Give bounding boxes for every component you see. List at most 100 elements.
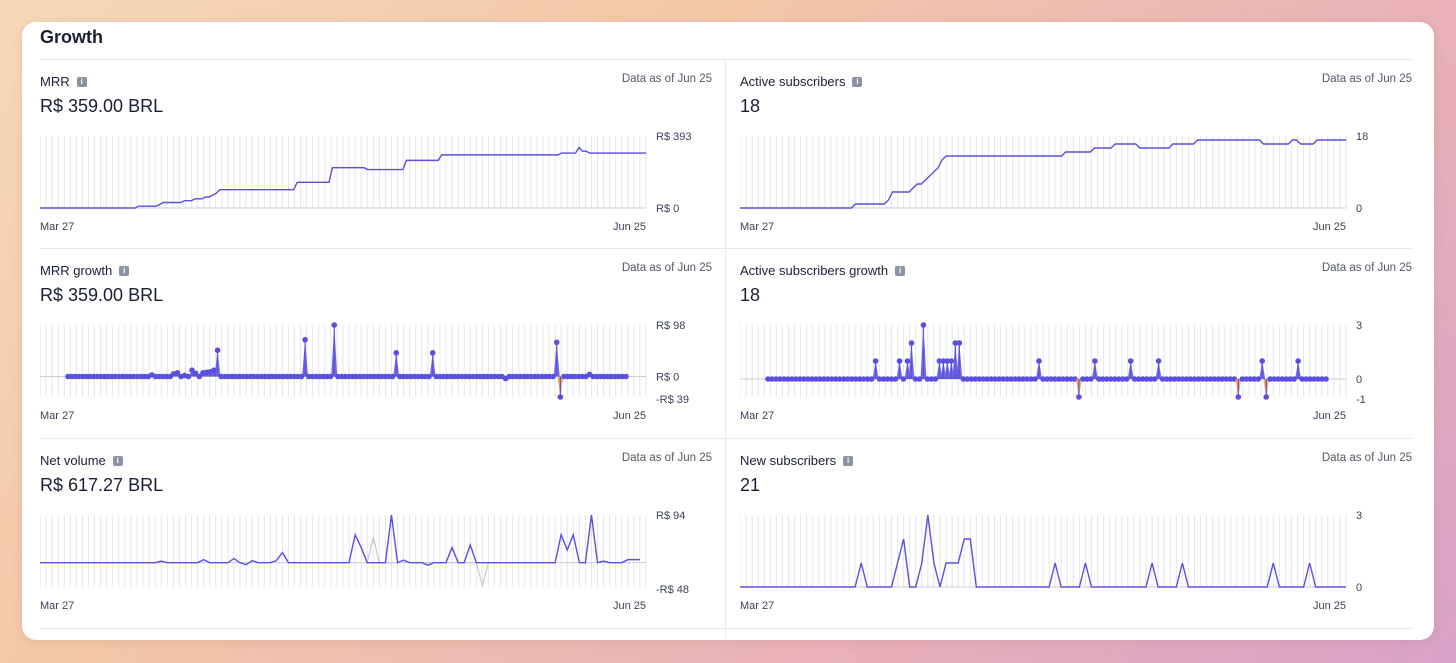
series-line xyxy=(40,514,640,566)
data-point xyxy=(789,376,795,382)
section-title: Growth xyxy=(40,27,103,47)
data-point xyxy=(864,376,871,382)
data-point xyxy=(557,394,564,400)
divider xyxy=(40,248,1412,249)
metric-label-row: Active subscribers growth i xyxy=(740,263,906,278)
y-tick-label: R$ 98 xyxy=(656,320,685,332)
info-icon[interactable]: i xyxy=(112,455,123,466)
data-point xyxy=(1279,376,1285,382)
info-icon[interactable]: i xyxy=(895,265,906,276)
data-point xyxy=(623,373,629,380)
data-point xyxy=(1036,358,1042,364)
data-point xyxy=(331,322,338,328)
data-point xyxy=(1028,376,1034,382)
data-point xyxy=(1323,376,1329,382)
data-point xyxy=(1060,376,1066,382)
data-point xyxy=(1219,376,1226,382)
data-point xyxy=(1183,376,1190,382)
info-icon[interactable]: i xyxy=(76,76,87,87)
data-point xyxy=(972,376,979,382)
metric-panel-mrr-growth[interactable]: MRR growth i Data as of Jun 25 R$ 359.00 BR… xyxy=(40,249,712,437)
data-point xyxy=(1267,376,1273,382)
data-point xyxy=(805,376,811,382)
data-point xyxy=(781,376,787,382)
series-line-previous xyxy=(366,537,490,588)
metric-label: Net volume xyxy=(40,453,106,468)
data-point xyxy=(1016,376,1022,382)
data-point xyxy=(836,376,843,382)
data-point xyxy=(968,376,975,382)
data-point xyxy=(1155,358,1162,364)
data-point xyxy=(956,340,963,346)
info-icon[interactable]: i xyxy=(852,76,863,87)
chart-new_subs: 3 0 Mar 27 Jun 25 xyxy=(740,510,1362,612)
data-point xyxy=(860,376,867,382)
data-point xyxy=(852,376,859,382)
data-point xyxy=(952,340,959,346)
data-point xyxy=(813,376,819,382)
data-point xyxy=(801,376,807,382)
chart-grid xyxy=(740,136,1347,208)
data-point xyxy=(1131,376,1138,382)
data-point xyxy=(1203,376,1210,382)
metric-panel-active-subscribers[interactable]: Active subscribers i Data as of Jun 25 18 18… xyxy=(740,60,1412,248)
data-point xyxy=(1092,358,1098,364)
chart-grid xyxy=(40,515,647,587)
data-point xyxy=(1303,376,1309,382)
data-point xyxy=(1115,376,1122,382)
data-point xyxy=(1103,376,1110,382)
data-point xyxy=(393,350,400,356)
data-point xyxy=(832,376,839,382)
metric-label-row: MRR growth i xyxy=(40,263,130,278)
data-point xyxy=(976,376,983,382)
metric-label-row: Active subscribers i xyxy=(740,74,863,89)
data-point xyxy=(948,358,955,364)
data-point xyxy=(1275,376,1281,382)
y-tick-label: 3 xyxy=(1356,510,1362,522)
chart-grid xyxy=(740,515,1347,587)
metric-label: Active subscribers growth xyxy=(740,263,889,278)
data-point xyxy=(1235,394,1242,400)
data-point xyxy=(1199,376,1206,382)
data-point xyxy=(1008,376,1014,382)
data-point xyxy=(1223,376,1230,382)
data-point xyxy=(824,376,831,382)
data-as-of: Data as of Jun 25 xyxy=(1321,452,1412,464)
data-point xyxy=(1179,376,1186,382)
data-point xyxy=(1024,376,1030,382)
metric-value: 18 xyxy=(740,285,761,305)
data-point xyxy=(1056,376,1062,382)
data-as-of: Data as of Jun 25 xyxy=(1321,262,1412,274)
data-point xyxy=(189,367,195,373)
data-point xyxy=(936,358,943,364)
data-as-of: Data as of Jun 25 xyxy=(621,73,712,85)
x-end-label: Jun 25 xyxy=(1313,600,1346,612)
data-point xyxy=(1187,376,1194,382)
data-point xyxy=(1080,376,1086,382)
metric-label: MRR xyxy=(40,74,70,89)
data-point xyxy=(940,358,947,364)
data-point xyxy=(1211,376,1218,382)
info-icon[interactable]: i xyxy=(119,265,130,276)
data-point xyxy=(960,376,967,382)
info-icon[interactable]: i xyxy=(843,455,854,466)
metric-label: Active subscribers xyxy=(740,74,846,89)
data-point xyxy=(192,370,199,377)
chart-grid xyxy=(740,325,1347,397)
column-divider xyxy=(725,60,726,638)
data-point xyxy=(1167,376,1174,382)
data-point xyxy=(429,350,436,356)
x-start-label: Mar 27 xyxy=(740,221,774,233)
metric-value: R$ 359.00 BRL xyxy=(40,285,164,305)
data-point xyxy=(944,358,951,364)
metric-panel-net-volume[interactable]: Net volume i Data as of Jun 25 R$ 617.27 BR… xyxy=(40,439,712,627)
metric-panel-new-subscribers[interactable]: New subscribers i Data as of Jun 25 21 3 0 Mar… xyxy=(740,439,1412,627)
data-point xyxy=(553,339,560,346)
y-tick-label: 0 xyxy=(1356,374,1362,386)
data-point xyxy=(912,376,919,382)
metric-value: R$ 617.27 BRL xyxy=(40,475,164,495)
data-point xyxy=(840,376,847,382)
metric-panel-mrr[interactable]: MRR i Data as of Jun 25 R$ 359.00 BRL R$ 393… xyxy=(40,60,712,248)
metric-panel-active-subscribers-growth[interactable]: Active subscribers growth i Data as of Jun… xyxy=(740,249,1412,437)
data-point xyxy=(1295,358,1301,364)
